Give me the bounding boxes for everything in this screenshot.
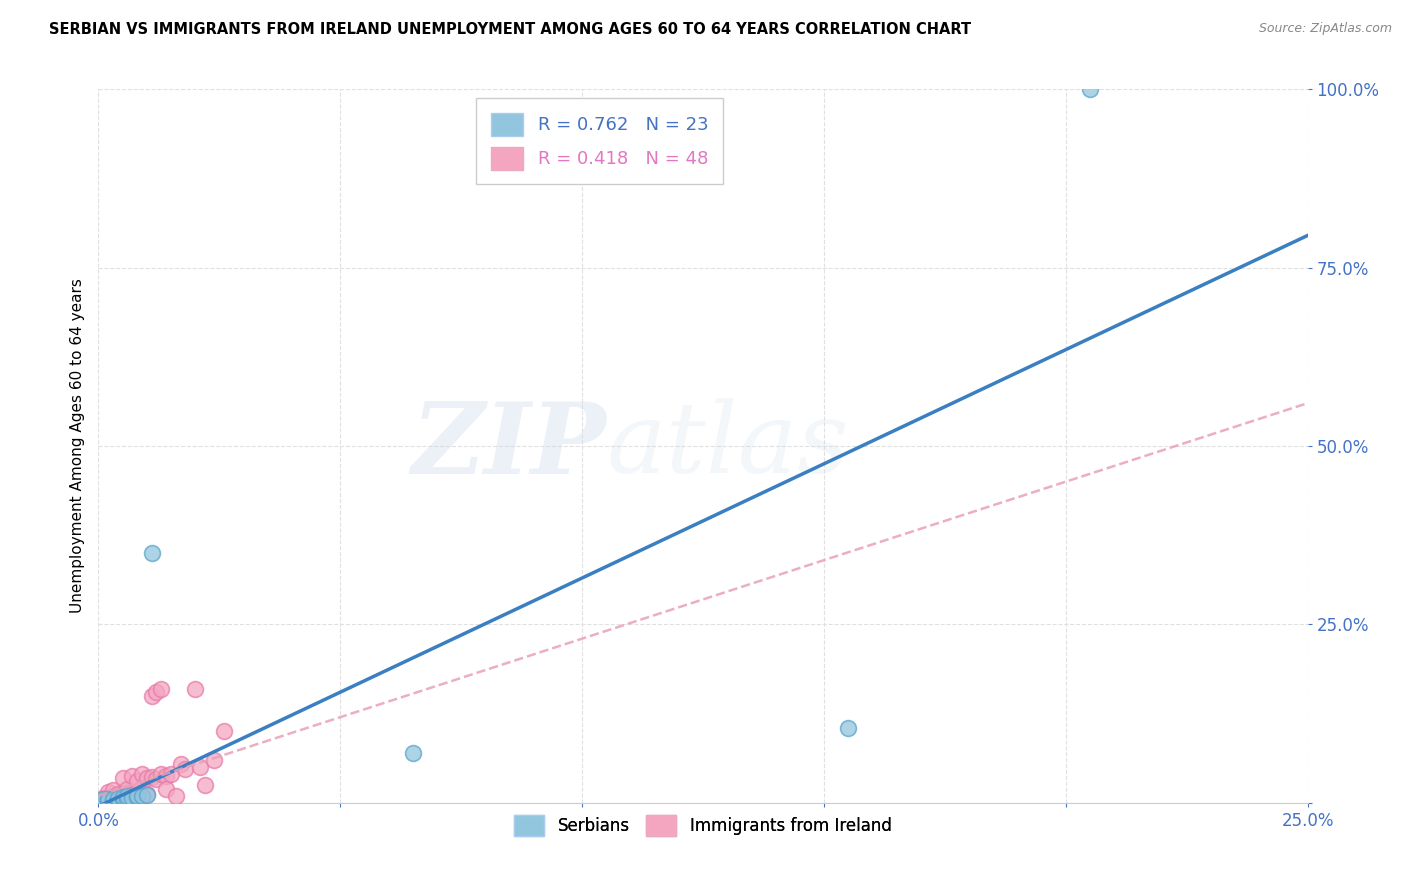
Text: atlas: atlas xyxy=(606,399,849,493)
Point xyxy=(141,546,163,560)
Point xyxy=(145,772,167,787)
Point xyxy=(121,790,143,805)
Point xyxy=(101,783,124,797)
Point xyxy=(150,681,173,696)
Legend: Serbians, Immigrants from Ireland: Serbians, Immigrants from Ireland xyxy=(506,806,900,845)
Point xyxy=(188,760,211,774)
Point xyxy=(131,789,153,804)
Point xyxy=(117,791,139,805)
Point xyxy=(111,790,134,805)
Point xyxy=(91,792,114,806)
Point xyxy=(97,790,120,805)
Point xyxy=(127,790,149,805)
Point xyxy=(1078,82,1101,96)
Point xyxy=(107,790,129,805)
Point xyxy=(101,793,124,807)
Point xyxy=(837,721,859,735)
Point xyxy=(111,790,134,805)
Point xyxy=(121,787,143,801)
Point xyxy=(117,789,139,804)
Y-axis label: Unemployment Among Ages 60 to 64 years: Unemployment Among Ages 60 to 64 years xyxy=(69,278,84,614)
Point xyxy=(145,685,167,699)
Point xyxy=(111,792,134,806)
Point xyxy=(101,791,124,805)
Point xyxy=(101,789,124,804)
Point xyxy=(402,746,425,760)
Point xyxy=(91,794,114,808)
Point xyxy=(91,794,114,808)
Point xyxy=(107,790,129,805)
Point xyxy=(204,753,226,767)
Point xyxy=(155,781,177,796)
Point xyxy=(127,785,149,799)
Point xyxy=(111,771,134,785)
Point xyxy=(97,794,120,808)
Text: Source: ZipAtlas.com: Source: ZipAtlas.com xyxy=(1258,22,1392,36)
Point xyxy=(135,771,157,785)
Point xyxy=(127,790,149,805)
Point xyxy=(141,689,163,703)
Point xyxy=(155,769,177,783)
Point xyxy=(212,724,235,739)
Point xyxy=(97,785,120,799)
Point xyxy=(117,789,139,804)
Point xyxy=(101,792,124,806)
Point xyxy=(97,793,120,807)
Point xyxy=(127,774,149,789)
Point xyxy=(121,769,143,783)
Point xyxy=(117,781,139,796)
Point xyxy=(111,792,134,806)
Point xyxy=(131,789,153,803)
Point xyxy=(127,789,149,803)
Point xyxy=(184,681,207,696)
Text: ZIP: ZIP xyxy=(412,398,606,494)
Point xyxy=(117,791,139,805)
Point xyxy=(107,793,129,807)
Point xyxy=(194,778,217,792)
Point xyxy=(107,792,129,806)
Point xyxy=(165,789,187,803)
Point xyxy=(169,756,191,771)
Point xyxy=(174,762,197,776)
Point xyxy=(150,767,173,781)
Point xyxy=(160,767,183,781)
Point xyxy=(97,792,120,806)
Point xyxy=(135,787,157,801)
Point xyxy=(111,787,134,801)
Text: SERBIAN VS IMMIGRANTS FROM IRELAND UNEMPLOYMENT AMONG AGES 60 TO 64 YEARS CORREL: SERBIAN VS IMMIGRANTS FROM IRELAND UNEMP… xyxy=(49,22,972,37)
Point xyxy=(91,790,114,805)
Point xyxy=(91,794,114,808)
Point xyxy=(135,788,157,802)
Point xyxy=(121,790,143,805)
Point xyxy=(141,770,163,784)
Point xyxy=(131,767,153,781)
Point xyxy=(91,793,114,807)
Point xyxy=(97,794,120,808)
Point xyxy=(97,791,120,805)
Point xyxy=(101,794,124,808)
Point xyxy=(107,787,129,801)
